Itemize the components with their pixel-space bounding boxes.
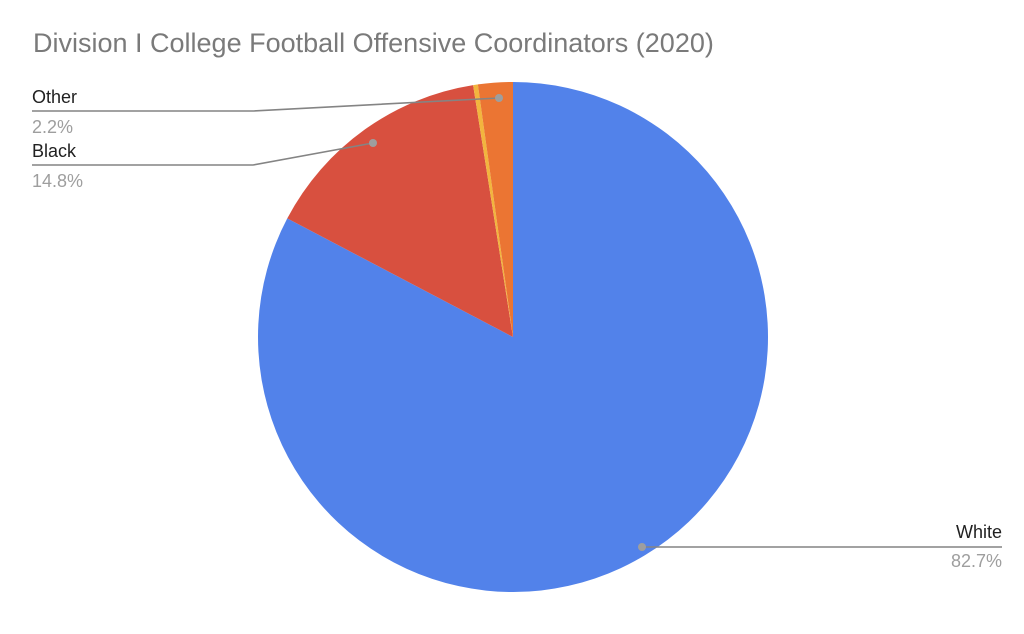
leader-line-other: [32, 97, 500, 112]
pie-slice-white[interactable]: [258, 82, 769, 592]
leader-dot-black: [369, 139, 377, 147]
chart-title: Division I College Football Offensive Co…: [33, 28, 714, 58]
pie-slice-unlabeled[interactable]: [473, 84, 513, 338]
pie-slice-other[interactable]: [477, 82, 513, 337]
callout-percent-white: 82.7%: [950, 551, 1002, 571]
leader-dot-white: [638, 543, 646, 551]
callout-label-white: White: [955, 522, 1002, 542]
callout-label-other: Other: [32, 87, 78, 107]
pie-slices: [258, 82, 769, 592]
callout-percent-other: 2.2%: [32, 117, 74, 137]
leader-dot-other: [495, 94, 503, 102]
callout-label-black: Black: [32, 141, 77, 161]
callout-percent-black: 14.8%: [32, 171, 84, 191]
leader-line-black: [32, 142, 374, 166]
